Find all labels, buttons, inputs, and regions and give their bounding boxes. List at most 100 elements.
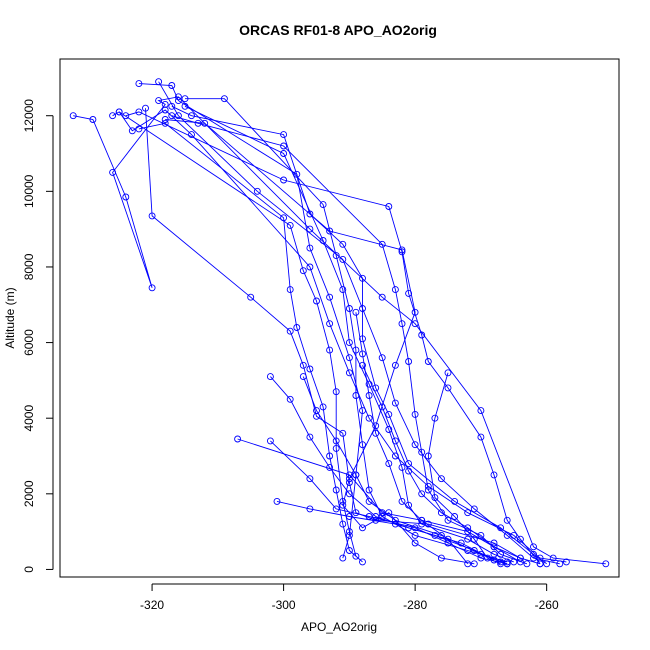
data-point [418, 331, 426, 339]
data-point [345, 354, 353, 362]
data-point [470, 547, 478, 554]
data-point [431, 531, 439, 539]
series-line [427, 372, 501, 565]
data-point [168, 112, 176, 120]
data-point [490, 543, 498, 551]
data-point [332, 505, 340, 513]
data-point [319, 237, 327, 244]
data-point [128, 127, 136, 135]
data-point [477, 554, 485, 562]
data-point [234, 435, 242, 443]
data-point [470, 505, 478, 513]
data-point [359, 361, 366, 369]
data-point [497, 558, 505, 566]
data-point [161, 119, 169, 127]
data-point [365, 380, 373, 388]
data-point [319, 201, 327, 209]
data-point [280, 176, 288, 184]
data-point [299, 373, 307, 381]
data-point [470, 560, 478, 568]
data-point [503, 516, 511, 524]
data-point [69, 112, 77, 120]
data-point [339, 429, 347, 437]
data-point [391, 361, 399, 369]
data-point [391, 516, 399, 524]
data-point [273, 497, 281, 505]
data-point [201, 119, 209, 127]
y-axis: 0 2000 4000 6000 8000 10000 12000 [22, 99, 54, 573]
data-point [516, 535, 524, 543]
y-tick-label: 2000 [22, 480, 36, 507]
data-point [253, 187, 261, 195]
data-point [286, 327, 294, 335]
data-point [306, 244, 314, 252]
series-line [276, 500, 501, 563]
series-line [125, 111, 541, 565]
data-point [444, 384, 452, 392]
data-point [266, 373, 274, 381]
data-point [332, 444, 340, 452]
series-line [302, 376, 508, 565]
data-point [359, 407, 366, 415]
data-point [319, 403, 327, 411]
data-point [464, 528, 472, 536]
data-point [332, 252, 340, 260]
data-point [174, 97, 182, 105]
data-point [306, 505, 314, 513]
data-point [516, 558, 524, 566]
data-point [405, 358, 413, 365]
data-point [398, 248, 406, 256]
data-point [345, 513, 353, 520]
series-layer [69, 78, 610, 568]
data-point [174, 112, 182, 120]
data-point [142, 104, 149, 112]
data-point [556, 560, 564, 568]
data-point [247, 293, 255, 301]
data-point [411, 410, 419, 418]
data-point [326, 293, 334, 301]
data-point [437, 475, 445, 483]
data-point [299, 267, 307, 275]
data-point [332, 437, 340, 445]
data-point [293, 324, 301, 331]
data-point [359, 274, 366, 282]
data-point [345, 369, 353, 377]
data-point [444, 535, 452, 543]
series-line [73, 96, 606, 565]
data-point [168, 82, 176, 89]
data-point [464, 560, 472, 568]
data-point [378, 293, 386, 301]
data-point [161, 106, 169, 114]
data-point [280, 150, 288, 157]
data-point [372, 429, 380, 437]
data-point [266, 437, 274, 445]
data-point [497, 560, 505, 568]
chart-title: ORCAS RF01-8 APO_AO2orig [239, 22, 437, 38]
data-point [306, 263, 314, 271]
data-point [332, 388, 340, 396]
data-point [378, 354, 386, 362]
data-point [339, 286, 347, 294]
data-point [306, 365, 314, 373]
data-point [181, 102, 189, 110]
series-line [165, 119, 475, 565]
data-point [470, 535, 478, 543]
data-point [115, 108, 123, 116]
data-point [122, 193, 130, 201]
data-point [306, 433, 314, 441]
data-point [345, 528, 353, 536]
data-point [398, 320, 406, 328]
data-point [437, 531, 445, 539]
y-tick-label: 0 [22, 566, 36, 573]
data-point [424, 486, 432, 494]
data-point [345, 471, 353, 479]
data-point [352, 392, 360, 399]
x-tick-label: -320 [140, 598, 164, 612]
series-line [185, 98, 508, 563]
series-line [138, 83, 363, 559]
y-tick-label: 10000 [22, 174, 36, 208]
data-point [536, 560, 544, 568]
data-point [280, 142, 288, 150]
series-line [184, 105, 514, 563]
